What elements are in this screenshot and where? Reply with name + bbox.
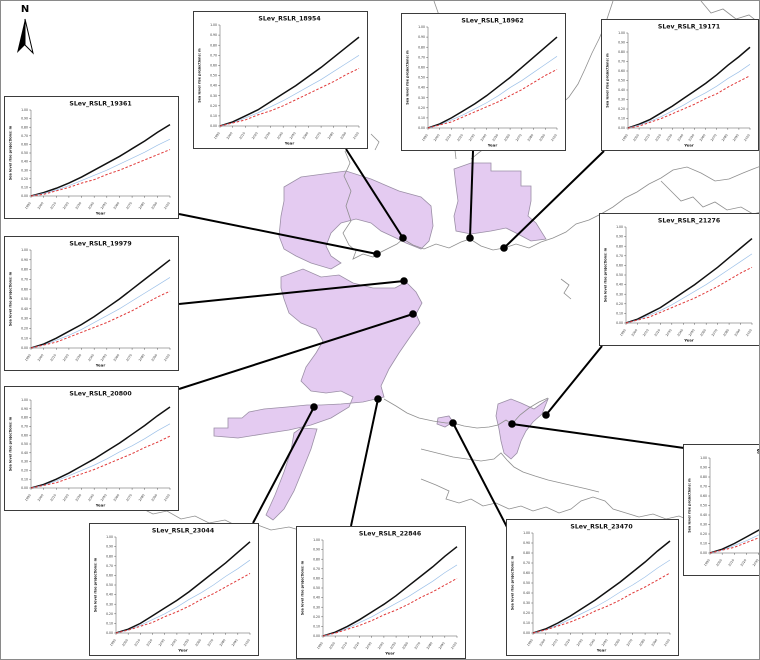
north-arrow: N [9,5,41,63]
coastline-path [342,150,759,260]
site-point-19361 [373,250,381,258]
coastline-path [660,180,759,215]
site-point-23470 [449,419,457,427]
site-point-22846 [374,395,382,403]
coastline-path [58,432,460,536]
coastline-path [470,1,614,160]
site-point-19979 [400,277,408,285]
site-point-partial-right [508,420,516,428]
connector-line-19171 [503,150,605,249]
marine-region-north-west-bay [278,170,434,270]
coastline-path [560,278,572,300]
coastline-path [420,448,600,493]
coastline-path [700,1,759,24]
connector-line-19979 [178,280,405,305]
connector-line-22846 [350,398,379,527]
site-point-20800 [409,310,417,318]
north-arrow-icon [17,18,34,55]
site-point-18962 [466,234,474,242]
connector-line-partial-right [511,423,685,449]
connector-line-21276 [545,345,603,416]
connector-line-23470 [452,422,509,530]
coastline-path [383,397,549,429]
site-point-23044 [310,403,318,411]
marine-region-north-east-bay [453,162,547,242]
site-point-21276 [542,411,550,419]
connector-line-18962 [469,150,474,239]
connector-line-19361 [178,213,378,255]
site-point-18954 [399,234,407,242]
site-point-19171 [500,244,508,252]
marine-region-estuary-region [495,397,549,460]
marine-region-south-west-strip [265,427,318,521]
coastline-path [433,1,458,160]
north-label: N [20,4,30,15]
connector-line-18954 [345,148,404,239]
connector-line-23044 [252,406,315,524]
connector-line-20800 [178,313,414,390]
marine-region-west-coast-main [213,268,423,439]
marine-region-small-inlet [436,415,454,428]
coastline-path [420,478,759,526]
coastline-path [370,133,380,151]
